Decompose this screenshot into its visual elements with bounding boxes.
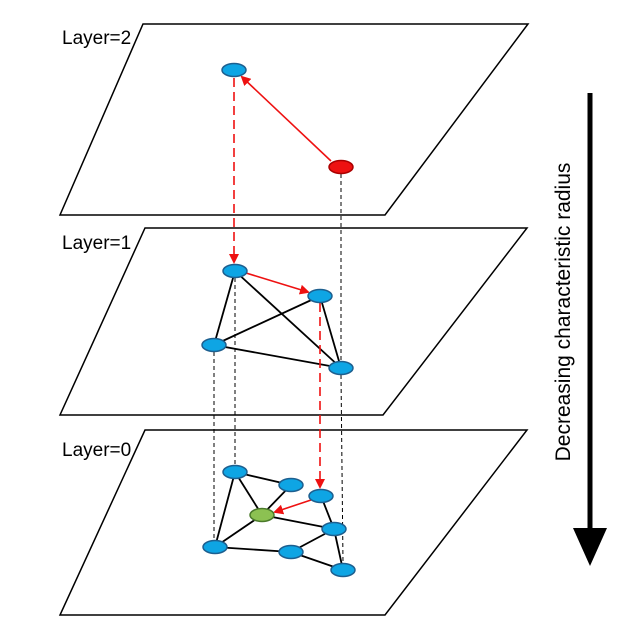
layer-0-node (278, 477, 304, 493)
layer-0-label: Layer=0 (62, 440, 131, 461)
search-path (229, 75, 332, 515)
entry-point-node (328, 159, 354, 175)
layer-0-node (308, 488, 334, 504)
layer-0-node (330, 562, 356, 578)
layer-0-node (222, 464, 248, 480)
layer-1-node (328, 360, 354, 376)
search-step-layer-1 (245, 272, 310, 295)
layer-0-node (278, 544, 304, 560)
layer-1-edges (213, 270, 342, 369)
nearest-neighbor-node (249, 507, 275, 523)
layer-1-node (307, 288, 333, 304)
axis-label: Decreasing characteristic radius (552, 163, 575, 462)
layer-1-node (201, 337, 227, 353)
layer-2-label: Layer=2 (62, 28, 131, 49)
search-step-layer-2 (240, 75, 332, 162)
nodes (201, 62, 356, 578)
layer-2-node (221, 62, 247, 78)
layer-0-plane (58, 429, 529, 616)
layer-0-node (321, 521, 347, 537)
layer-1-node (222, 263, 248, 279)
layer-1-plane (58, 227, 529, 416)
layer-2-plane (58, 23, 530, 216)
search-step-layer-0 (273, 499, 312, 515)
layer-0-node (202, 539, 228, 555)
layer-1-label: Layer=1 (62, 233, 131, 254)
decreasing-radius-arrow (573, 93, 607, 566)
